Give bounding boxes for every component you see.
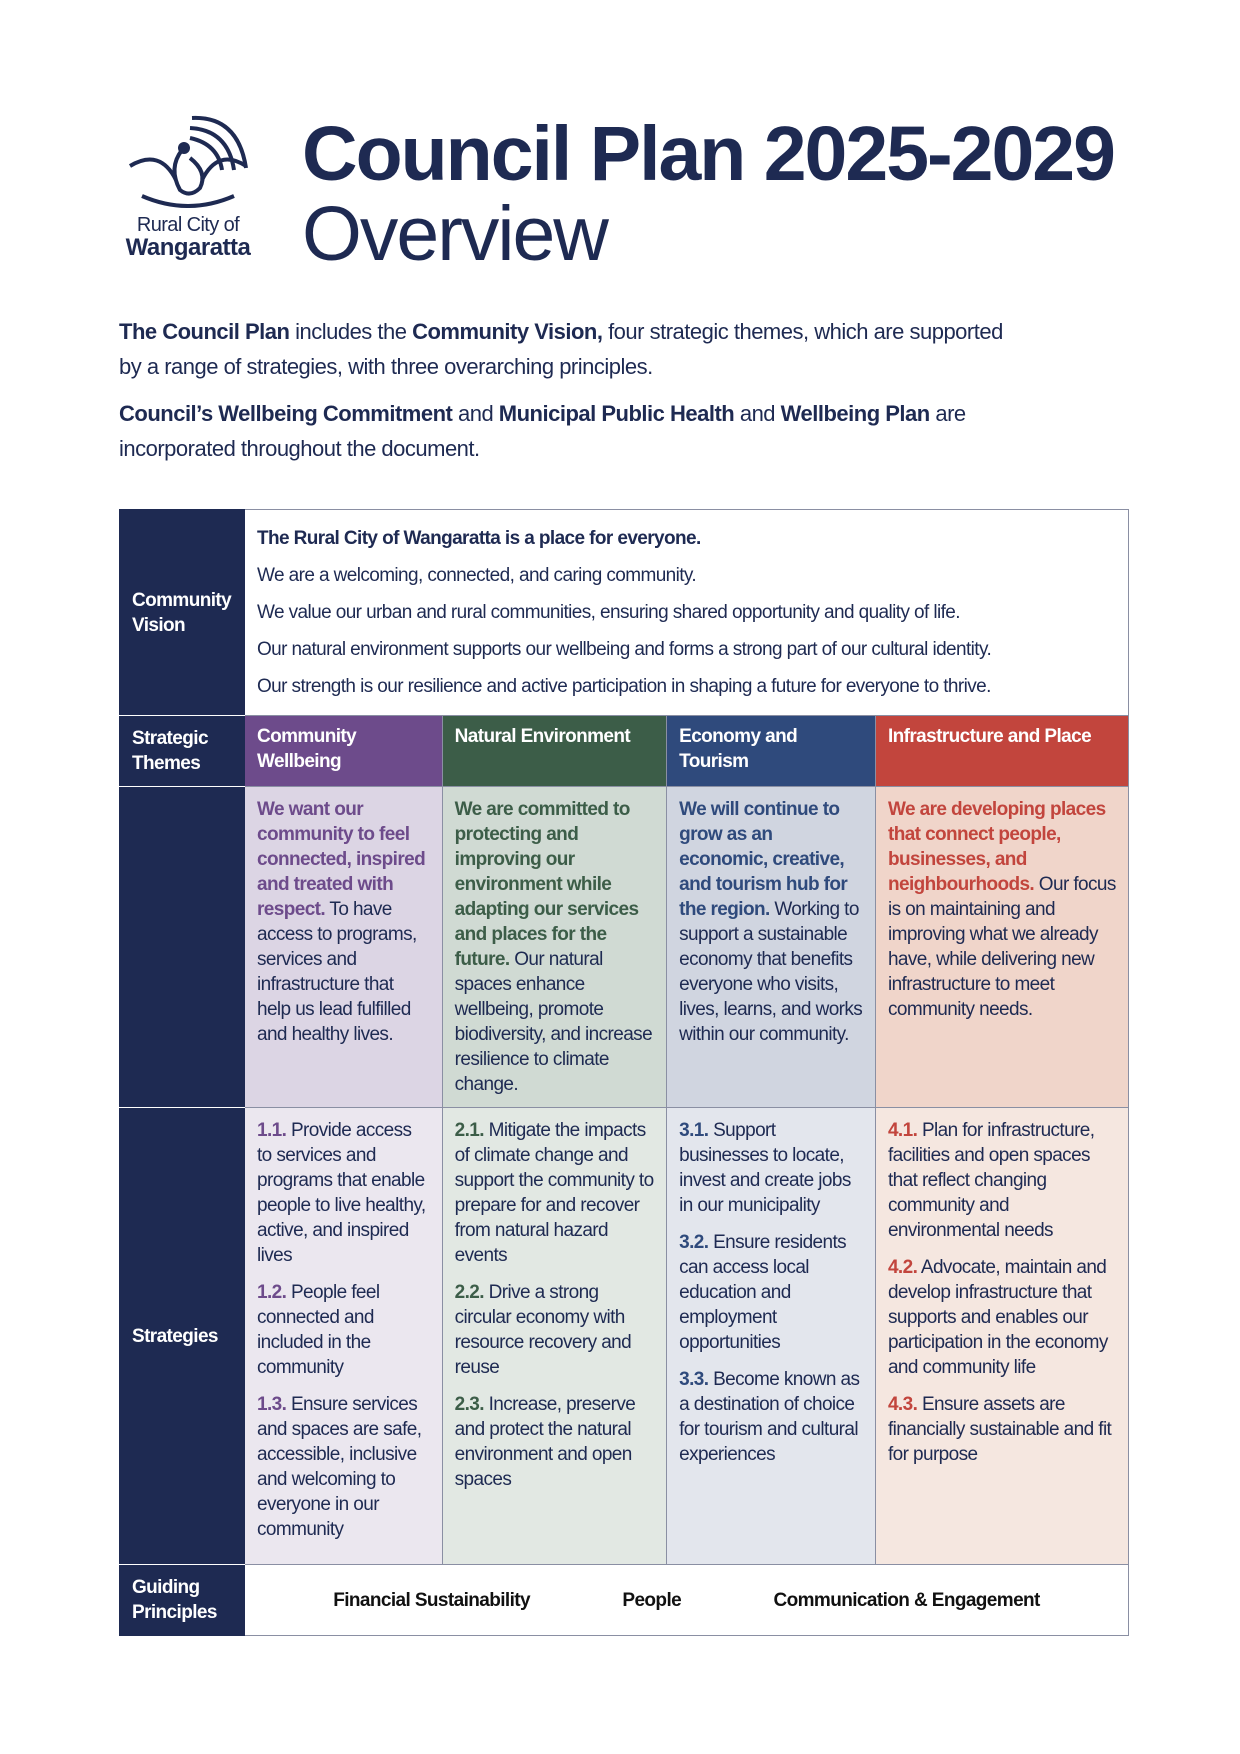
strategy-item: 1.3. Ensure services and spaces are safe… [257, 1392, 430, 1542]
strategy-number: 3.3. [679, 1369, 709, 1390]
theme-description-economy-tourism: We will continue to grow as an economic,… [666, 786, 876, 1108]
vision-line: We are a welcoming, connected, and carin… [257, 565, 697, 586]
strategy-text: Provide access to services and programs … [257, 1120, 426, 1266]
theme-lead-statement: We will continue to grow as an economic,… [679, 799, 848, 920]
intro-text-run: and [452, 401, 499, 426]
vision-row: Community Vision The Rural City of Wanga… [119, 509, 1129, 716]
intro-text-run: and [734, 401, 781, 426]
theme-header-economy-tourism: Economy and Tourism [666, 715, 876, 787]
strategy-item: 3.1. Support businesses to locate, inves… [679, 1118, 863, 1218]
strategy-item: 3.3. Become known as a destination of ch… [679, 1367, 863, 1467]
intro-emphasis: Wellbeing Plan [780, 401, 931, 426]
theme-description-community-wellbeing: We want our community to feel connected,… [244, 786, 443, 1108]
strategy-text: Ensure assets are financially sustainabl… [887, 1394, 1112, 1465]
strategy-item: 1.1. Provide access to services and prog… [257, 1118, 430, 1268]
theme-description-text: Our natural spaces enhance wellbeing, pr… [454, 949, 653, 1095]
strategy-item: 4.1. Plan for infrastructure, facilities… [888, 1118, 1116, 1243]
strategies-community-wellbeing: 1.1. Provide access to services and prog… [244, 1107, 443, 1565]
strategy-item: 4.3. Ensure assets are financially susta… [888, 1392, 1116, 1467]
principle-communication-engagement: Communication & Engagement [773, 1589, 1041, 1611]
strategy-text: Mitigate the impacts of climate change a… [454, 1120, 655, 1266]
strategy-item: 1.2. People feel connected and included … [257, 1280, 430, 1380]
strategy-number: 4.3. [887, 1394, 918, 1415]
strategy-text: People feel connected and included in th… [257, 1282, 380, 1378]
intro-emphasis: Council’s Wellbeing Commitment [119, 401, 453, 426]
vision-line: We value our urban and rural communities… [257, 602, 961, 623]
strategy-text: Drive a strong circular economy with res… [454, 1282, 632, 1378]
logo-text-line1: Rural City of [136, 214, 240, 236]
row-label-principles: Guiding Principles [119, 1564, 245, 1636]
page-title: Council Plan 2025-2029 Overview [302, 111, 1116, 277]
theme-description-row: We want our community to feel connected,… [119, 786, 1130, 1108]
strategy-number: 2.2. [454, 1282, 485, 1303]
strategy-number: 4.2. [887, 1257, 918, 1278]
title-line1: Council Plan 2025-2029 [302, 111, 1116, 197]
council-logo: Rural City of Wangaratta [118, 108, 258, 261]
vision-line: Our natural environment supports our wel… [257, 639, 992, 660]
strategy-item: 2.2. Drive a strong circular economy wit… [455, 1280, 654, 1380]
vision-line: Our strength is our resilience and activ… [257, 676, 991, 697]
theme-header-natural-environment: Natural Environment [441, 715, 668, 787]
theme-lead-statement: We want our community to feel connected,… [257, 799, 426, 920]
strategy-item: 2.3. Increase, preserve and protect the … [455, 1392, 654, 1492]
intro-emphasis: Community Vision, [412, 319, 603, 344]
intro-text-run: includes the [289, 319, 413, 344]
intro-paragraph-1: The Council Plan includes the Community … [119, 314, 1019, 384]
strategy-number: 2.1. [454, 1120, 485, 1141]
intro-text-run: are incorporated throughout the document… [119, 401, 966, 461]
strategy-text: Plan for infrastructure, facilities and … [887, 1120, 1095, 1241]
title-line2: Overview [302, 191, 609, 277]
strategies-economy-tourism: 3.1. Support businesses to locate, inves… [666, 1107, 876, 1565]
strategy-text: Become known as a destination of choice … [679, 1369, 860, 1465]
vision-cell: The Rural City of Wangaratta is a place … [244, 509, 1129, 716]
strategy-item: 3.2. Ensure residents can access local e… [679, 1230, 863, 1355]
strategy-number: 4.1. [887, 1120, 918, 1141]
intro-paragraph-2: Council’s Wellbeing Commitment and Munic… [119, 396, 1019, 466]
intro-text-run: four strategic themes, which are support… [119, 319, 1003, 379]
strategy-number: 3.1. [679, 1120, 709, 1141]
plan-overview-table: Community Vision The Rural City of Wanga… [119, 509, 1130, 1636]
theme-lead-statement: We are developing places that connect pe… [887, 799, 1106, 895]
vision-statement: The Rural City of Wangaratta is a place … [257, 528, 701, 549]
theme-lead-statement: We are committed to protecting and impro… [454, 799, 639, 970]
principles-row: Guiding Principles Financial Sustainabil… [119, 1564, 1129, 1636]
principles-cell: Financial Sustainability People Communic… [244, 1564, 1129, 1636]
strategy-item: 2.1. Mitigate the impacts of climate cha… [454, 1118, 655, 1268]
strategy-number: 2.3. [454, 1394, 485, 1415]
strategy-text: Increase, preserve and protect the natur… [454, 1394, 636, 1490]
theme-header-infrastructure-place: Infrastructure and Place [874, 715, 1130, 787]
strategy-number: 1.1. [257, 1120, 287, 1141]
theme-description-text: Our focus is on maintaining and improvin… [887, 874, 1116, 1020]
strategies-infrastructure-place: 4.1. Plan for infrastructure, facilities… [874, 1107, 1130, 1565]
strategy-text: Advocate, maintain and develop infrastru… [887, 1257, 1108, 1378]
strategy-item: 4.2. Advocate, maintain and develop infr… [888, 1255, 1116, 1380]
principle-people: People [622, 1589, 682, 1611]
strategy-number: 1.2. [257, 1282, 287, 1303]
strategy-text: Support businesses to locate, invest and… [679, 1120, 851, 1216]
theme-description-infrastructure-place: We are developing places that connect pe… [874, 786, 1130, 1108]
row-label-empty [119, 786, 245, 1108]
logo-text-line2: Wangaratta [125, 234, 251, 261]
strategy-text: Ensure services and spaces are safe, acc… [257, 1394, 422, 1540]
strategy-text: Ensure residents can access local educat… [679, 1232, 847, 1353]
lyrebird-logo-icon [128, 115, 248, 208]
strategy-number: 3.2. [679, 1232, 709, 1253]
row-label-themes: Strategic Themes [119, 715, 245, 787]
themes-row: Strategic Themes Community Wellbeing Nat… [119, 715, 1130, 787]
intro-emphasis: Municipal Public Health [498, 401, 735, 426]
row-label-vision: Community Vision [119, 509, 245, 716]
principle-financial-sustainability: Financial Sustainability [333, 1589, 530, 1611]
strategies-natural-environment: 2.1. Mitigate the impacts of climate cha… [441, 1107, 668, 1565]
intro-emphasis: The Council Plan [119, 319, 290, 344]
strategy-number: 1.3. [257, 1394, 287, 1415]
theme-header-community-wellbeing: Community Wellbeing [244, 715, 443, 787]
intro-text: The Council Plan includes the Community … [119, 314, 1019, 478]
theme-description-text: Working to support a sustainable economy… [679, 899, 863, 1045]
theme-description-text: To have access to programs, services and… [257, 899, 417, 1045]
row-label-strategies: Strategies [119, 1107, 245, 1565]
strategies-row: Strategies 1.1. Provide access to servic… [119, 1107, 1130, 1565]
theme-description-natural-environment: We are committed to protecting and impro… [441, 786, 668, 1108]
